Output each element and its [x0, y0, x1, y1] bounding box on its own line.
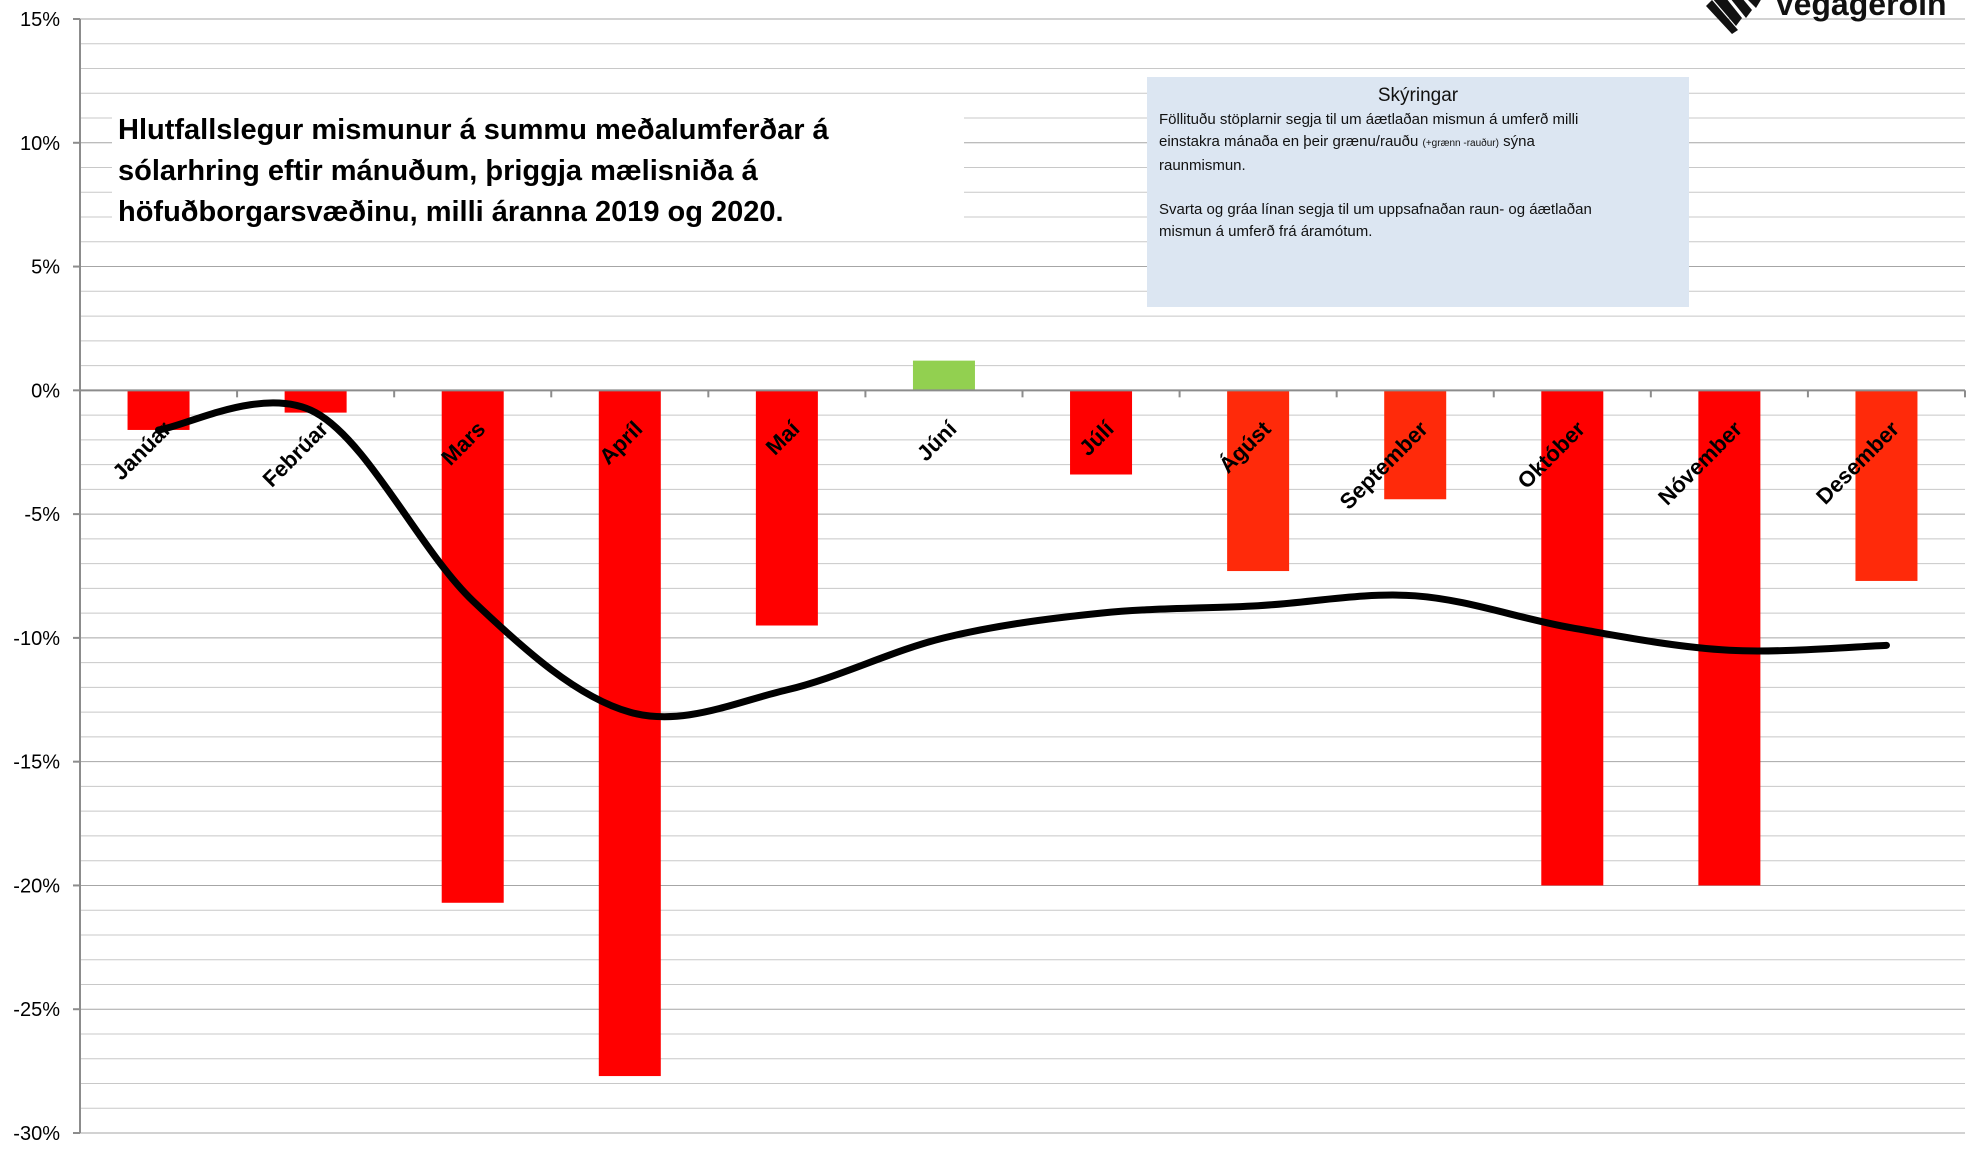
y-tick-label: 5%: [31, 257, 60, 279]
legend-text-2b: mismun á umferð frá áramótum.: [1159, 223, 1373, 240]
y-tick-label: -20%: [13, 875, 60, 897]
y-tick-label: 10%: [20, 133, 60, 155]
bar-7: [1070, 390, 1133, 475]
y-tick-labels: 15% 10% 5% 0% -5% -10% -15% -20% -25% -30%: [13, 9, 60, 1145]
x-tick-label: Júní: [912, 416, 962, 466]
bars: [127, 360, 1918, 1077]
bar-6: [912, 360, 975, 391]
legend-text-1c: raunmismun.: [1159, 157, 1246, 174]
bar-11: [1698, 390, 1761, 886]
y-tick-label: -5%: [24, 504, 60, 526]
legend-box: Skýringar Föllituðu stöplarnir segja til…: [1147, 77, 1689, 307]
logo-text: Vegagerðin: [1774, 0, 1947, 22]
legend-text-1b-post: sýna: [1503, 133, 1535, 150]
legend-text-1b-pre: einstakra mánaða en þeir grænu/rauðu: [1159, 133, 1419, 150]
y-tick-label: -25%: [13, 999, 60, 1021]
title-line-3: höfuðborgarsvæðinu, milli áranna 2019 og…: [118, 196, 784, 228]
axes: [73, 18, 1966, 1134]
y-tick-label: 15%: [20, 9, 60, 31]
legend-text-2a: Svarta og gráa línan segja til um uppsaf…: [1159, 201, 1592, 218]
title-line-1: Hlutfallslegur mismunur á summu meðalumf…: [118, 114, 829, 146]
bar-3: [441, 390, 504, 903]
cumulative-line: [155, 399, 1890, 721]
legend-text-1a: Föllituðu stöplarnir segja til um áætlað…: [1159, 111, 1579, 128]
y-tick-label: -10%: [13, 628, 60, 650]
x-tick-label: Febrúar: [258, 416, 334, 492]
title-line-2: sólarhring eftir mánuðum, þriggja mælisn…: [118, 155, 758, 187]
y-tick-label: -30%: [13, 1123, 60, 1145]
bar-9: [1384, 390, 1447, 500]
y-tick-label: -15%: [13, 752, 60, 774]
bar-5: [755, 390, 818, 626]
legend-text-1b-small: (+grænn -rauður): [1422, 138, 1499, 149]
chart-title: Hlutfallslegur mismunur á summu meðalumf…: [112, 106, 964, 237]
bar-4: [598, 390, 661, 1077]
legend-text-1b: einstakra mánaða en þeir grænu/rauðu (+g…: [1159, 131, 1677, 155]
y-tick-label: 0%: [31, 380, 60, 402]
vegagerdin-logo-icon: [1706, 0, 1761, 34]
logo: Vegagerðin: [1706, 0, 1947, 36]
bar-12: [1855, 390, 1918, 581]
bar-8: [1227, 390, 1290, 572]
bar-10: [1541, 390, 1604, 886]
legend-title: Skýringar: [1377, 85, 1459, 106]
